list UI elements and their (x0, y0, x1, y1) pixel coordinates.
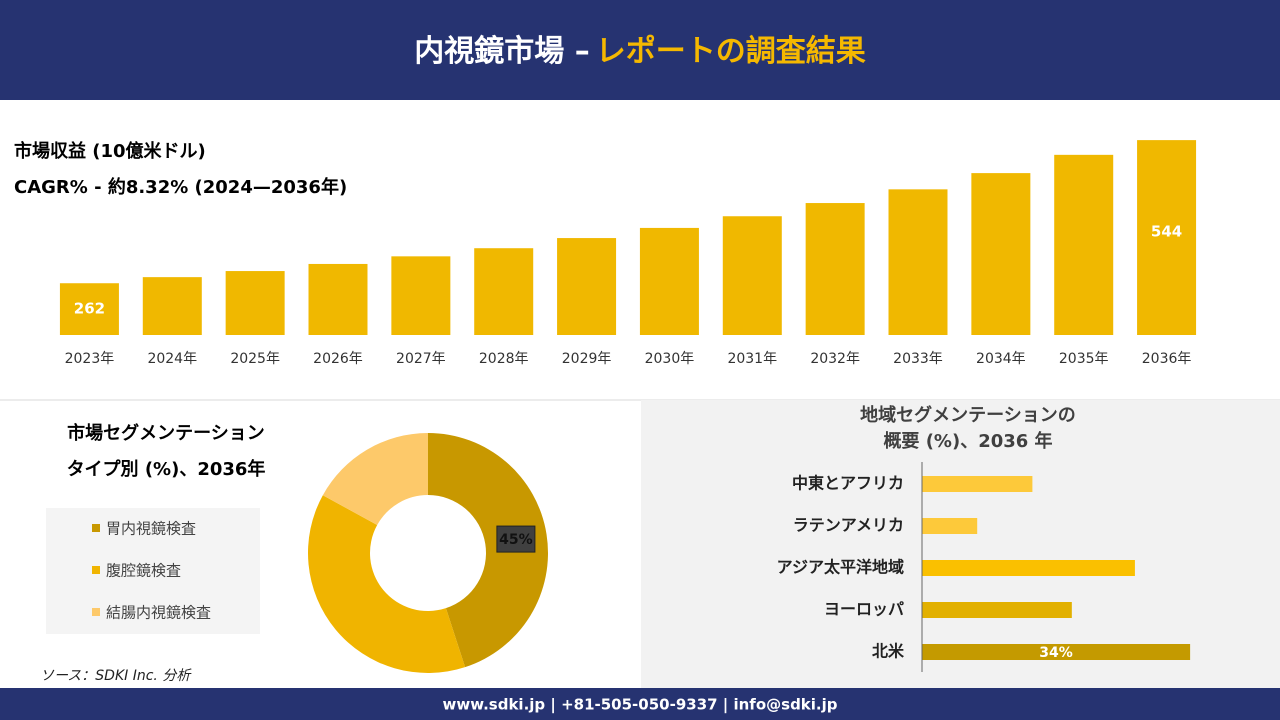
x-tick-label: 2029年 (562, 351, 612, 367)
bar (922, 602, 1072, 618)
donut-segment (308, 495, 466, 673)
data-label: 262 (74, 300, 105, 318)
data-label-box (496, 525, 536, 553)
x-tick-label: 2030年 (645, 351, 695, 367)
bar (971, 173, 1031, 335)
region-title: 概要 (%)、2036 年 (883, 430, 1052, 452)
x-tick-label: 2027年 (396, 351, 446, 367)
bar (391, 256, 451, 335)
footer-band (0, 688, 1280, 720)
bar (639, 227, 699, 335)
y-tick-label: アジア太平洋地域 (777, 558, 904, 577)
bar (922, 476, 1033, 492)
bar (922, 560, 1135, 576)
region-panel (641, 400, 1280, 688)
legend-box (46, 508, 260, 634)
title-accent: レポートの調査結果 (596, 34, 866, 69)
bar (59, 283, 119, 335)
legend-swatch (92, 524, 100, 532)
legend-swatch (92, 608, 100, 616)
y-tick-label: ラテンアメリカ (793, 516, 904, 535)
x-tick-label: 2032年 (810, 351, 860, 367)
bar (225, 271, 285, 335)
data-label: 45% (499, 532, 533, 548)
legend-label: 結腸内視鏡検査 (106, 604, 211, 622)
x-tick-label: 2028年 (479, 351, 529, 367)
donut-segment (322, 433, 428, 526)
data-label: 544 (1151, 223, 1182, 241)
x-tick-label: 2035年 (1059, 351, 1109, 367)
bar (142, 277, 202, 335)
bar (888, 189, 948, 335)
source: ソース：SDKI Inc. 分析 (40, 668, 192, 684)
donut-title: タイプ別 (%)、2036年 (67, 458, 266, 480)
bar (922, 518, 978, 534)
bar (308, 263, 368, 335)
donut-title: 市場セグメンテーション (67, 422, 265, 444)
legend-label: 腹腔鏡検査 (106, 562, 181, 580)
data-label: 34% (1039, 645, 1073, 661)
x-tick-label: 2036年 (1142, 351, 1192, 367)
x-tick-label: 2025年 (230, 351, 280, 367)
y-tick-label: 北米 (872, 642, 905, 661)
region-title: 地域セグメンテーションの (860, 404, 1076, 426)
title-main: 内視鏡市場 – (414, 34, 589, 69)
y-tick-label: 中東とアフリカ (792, 474, 904, 493)
bar (1137, 140, 1197, 335)
header-band (0, 0, 1280, 100)
bar (722, 216, 782, 335)
footer: www.sdki.jp | +81-505-050-9337 | info@sd… (442, 696, 837, 715)
x-tick-label: 2033年 (893, 351, 943, 367)
bar (557, 238, 617, 335)
y-tick-label: ヨーロッパ (824, 600, 904, 619)
x-tick-label: 2034年 (976, 351, 1026, 367)
bar (474, 248, 534, 335)
bar (922, 644, 1191, 660)
legend-swatch (92, 566, 100, 574)
bar (1054, 154, 1114, 335)
legend-label: 胃内視鏡検査 (106, 520, 196, 538)
x-tick-label: 2031年 (727, 351, 777, 367)
bar-subtitle: 市場収益 (10億米ドル) (14, 140, 206, 162)
x-tick-label: 2023年 (65, 351, 115, 367)
bar-note: CAGR% - 約8.32% (2024—2036年) (14, 176, 347, 198)
donut-segment (428, 433, 549, 668)
header-title: 内視鏡市場 – レポートの調査結果 (414, 34, 865, 69)
bar (805, 203, 865, 335)
x-tick-label: 2026年 (313, 351, 363, 367)
x-tick-label: 2024年 (147, 351, 197, 367)
